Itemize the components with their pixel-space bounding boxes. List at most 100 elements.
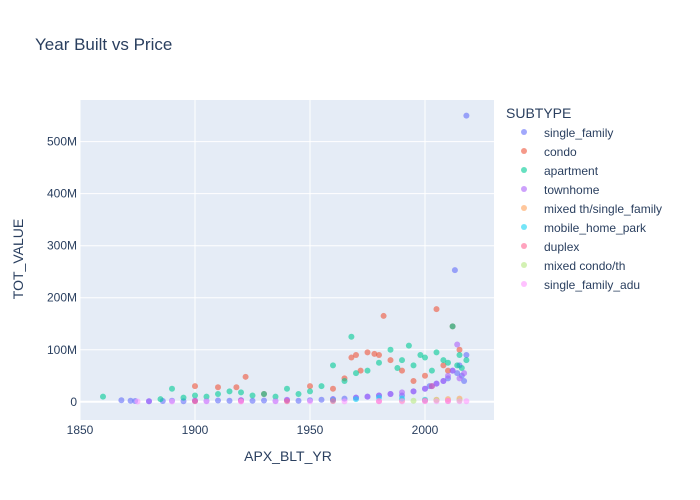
point-condo [422, 372, 428, 379]
point-apartment [330, 362, 336, 369]
legend-item-single-family-adu[interactable]: single_family_adu [544, 278, 640, 292]
legend-item-townhome[interactable]: townhome [544, 183, 600, 197]
x-tick-label: 1950 [297, 423, 324, 437]
point-apartment [456, 351, 463, 358]
point-single-family-adu [422, 398, 428, 405]
y-tick-label: 100M [47, 343, 77, 357]
point-apartment [226, 388, 233, 395]
point-apartment [100, 393, 106, 400]
point-condo [307, 383, 313, 390]
legend-marker-mobile-home-park [521, 224, 527, 230]
point-apartment [272, 393, 279, 400]
point-apartment [261, 390, 267, 397]
point-apartment [463, 357, 470, 364]
point-single-family [226, 397, 233, 404]
x-tick-label: 1850 [67, 423, 94, 437]
legend-item-apartment[interactable]: apartment [544, 164, 599, 178]
legend-marker-single-family-adu [521, 281, 527, 287]
point-apartment [440, 357, 447, 364]
point-single-family [463, 351, 470, 358]
legend-marker-single-family [521, 129, 527, 135]
chart-title: Year Built vs Price [35, 35, 172, 54]
point-condo [440, 362, 447, 369]
legend-item-duplex[interactable]: duplex [544, 240, 579, 254]
x-tick-label: 2000 [412, 423, 439, 437]
point-apartment [157, 396, 164, 403]
point-condo [399, 367, 405, 374]
x-tick-label: 1900 [182, 423, 209, 437]
point-apartment [449, 323, 456, 330]
point-single-family [249, 397, 256, 404]
point-apartment [169, 385, 175, 392]
point-apartment [284, 385, 290, 392]
grid-lines [79, 100, 494, 420]
point-condo [364, 349, 371, 356]
point-condo [242, 373, 249, 380]
point-townhome [445, 372, 451, 379]
point-condo [348, 354, 355, 361]
y-axis-title: TOT_VALUE [10, 219, 26, 299]
point-single-family-adu [134, 398, 141, 405]
point-condo [387, 357, 394, 364]
legend-item-single-family[interactable]: single_family [544, 126, 613, 140]
point-townhome [456, 375, 463, 382]
point-duplex [330, 398, 336, 405]
point-condo [445, 367, 451, 374]
point-single-family [215, 397, 221, 404]
point-condo [376, 351, 382, 358]
legend-marker-townhome [521, 186, 527, 192]
point-townhome [410, 388, 417, 395]
point-townhome [146, 398, 152, 405]
legend-marker-condo [521, 148, 527, 154]
point-single-family [454, 370, 461, 377]
point-townhome [461, 370, 468, 377]
point-apartment [307, 388, 313, 395]
point-apartment [353, 370, 359, 377]
legend-item-mixed-th-single-family[interactable]: mixed th/single_family [544, 202, 662, 216]
point-apartment [376, 359, 382, 366]
point-apartment [364, 367, 371, 374]
point-single-family [463, 112, 470, 119]
legend-item-mixed-condo-th[interactable]: mixed condo/th [544, 259, 625, 273]
point-condo [433, 306, 440, 313]
legend-item-mobile-home-park[interactable]: mobile_home_park [544, 221, 647, 235]
x-axis-ticks: 1850 1900 1950 2000 [67, 423, 439, 437]
point-condo [410, 377, 417, 384]
y-tick-label: 300M [47, 239, 77, 253]
point-apartment [422, 354, 428, 361]
point-single-family-adu [307, 398, 313, 405]
point-apartment [295, 390, 302, 397]
point-apartment [433, 349, 440, 356]
legend-marker-mixed-th-single-family [521, 205, 527, 211]
point-townhome [387, 390, 394, 397]
point-apartment [180, 394, 187, 401]
point-apartment [454, 362, 461, 369]
point-condo [192, 383, 198, 390]
legend-marker-mixed-condo-th [521, 262, 527, 268]
legend-item-condo[interactable]: condo [544, 145, 577, 159]
x-axis-title: APX_BLT_YR [244, 448, 332, 464]
point-condo [456, 346, 463, 353]
point-townhome [399, 389, 405, 396]
data-points [100, 112, 470, 405]
point-condo [215, 384, 221, 391]
point-apartment [203, 393, 210, 400]
point-townhome [428, 383, 435, 390]
point-single-family-adu [238, 398, 244, 405]
point-townhome [454, 341, 461, 348]
point-single-family [451, 267, 458, 274]
point-apartment [399, 357, 405, 364]
point-apartment [387, 346, 394, 353]
point-duplex [284, 398, 290, 405]
y-tick-label: 400M [47, 187, 77, 201]
point-townhome [364, 393, 371, 400]
legend-marker-duplex [521, 243, 527, 249]
point-single-family [118, 397, 125, 404]
point-condo [353, 351, 359, 358]
point-single-family [318, 396, 325, 403]
point-single-family-adu [445, 398, 451, 405]
point-apartment [348, 333, 355, 340]
point-condo [380, 312, 387, 319]
point-apartment [394, 364, 401, 371]
